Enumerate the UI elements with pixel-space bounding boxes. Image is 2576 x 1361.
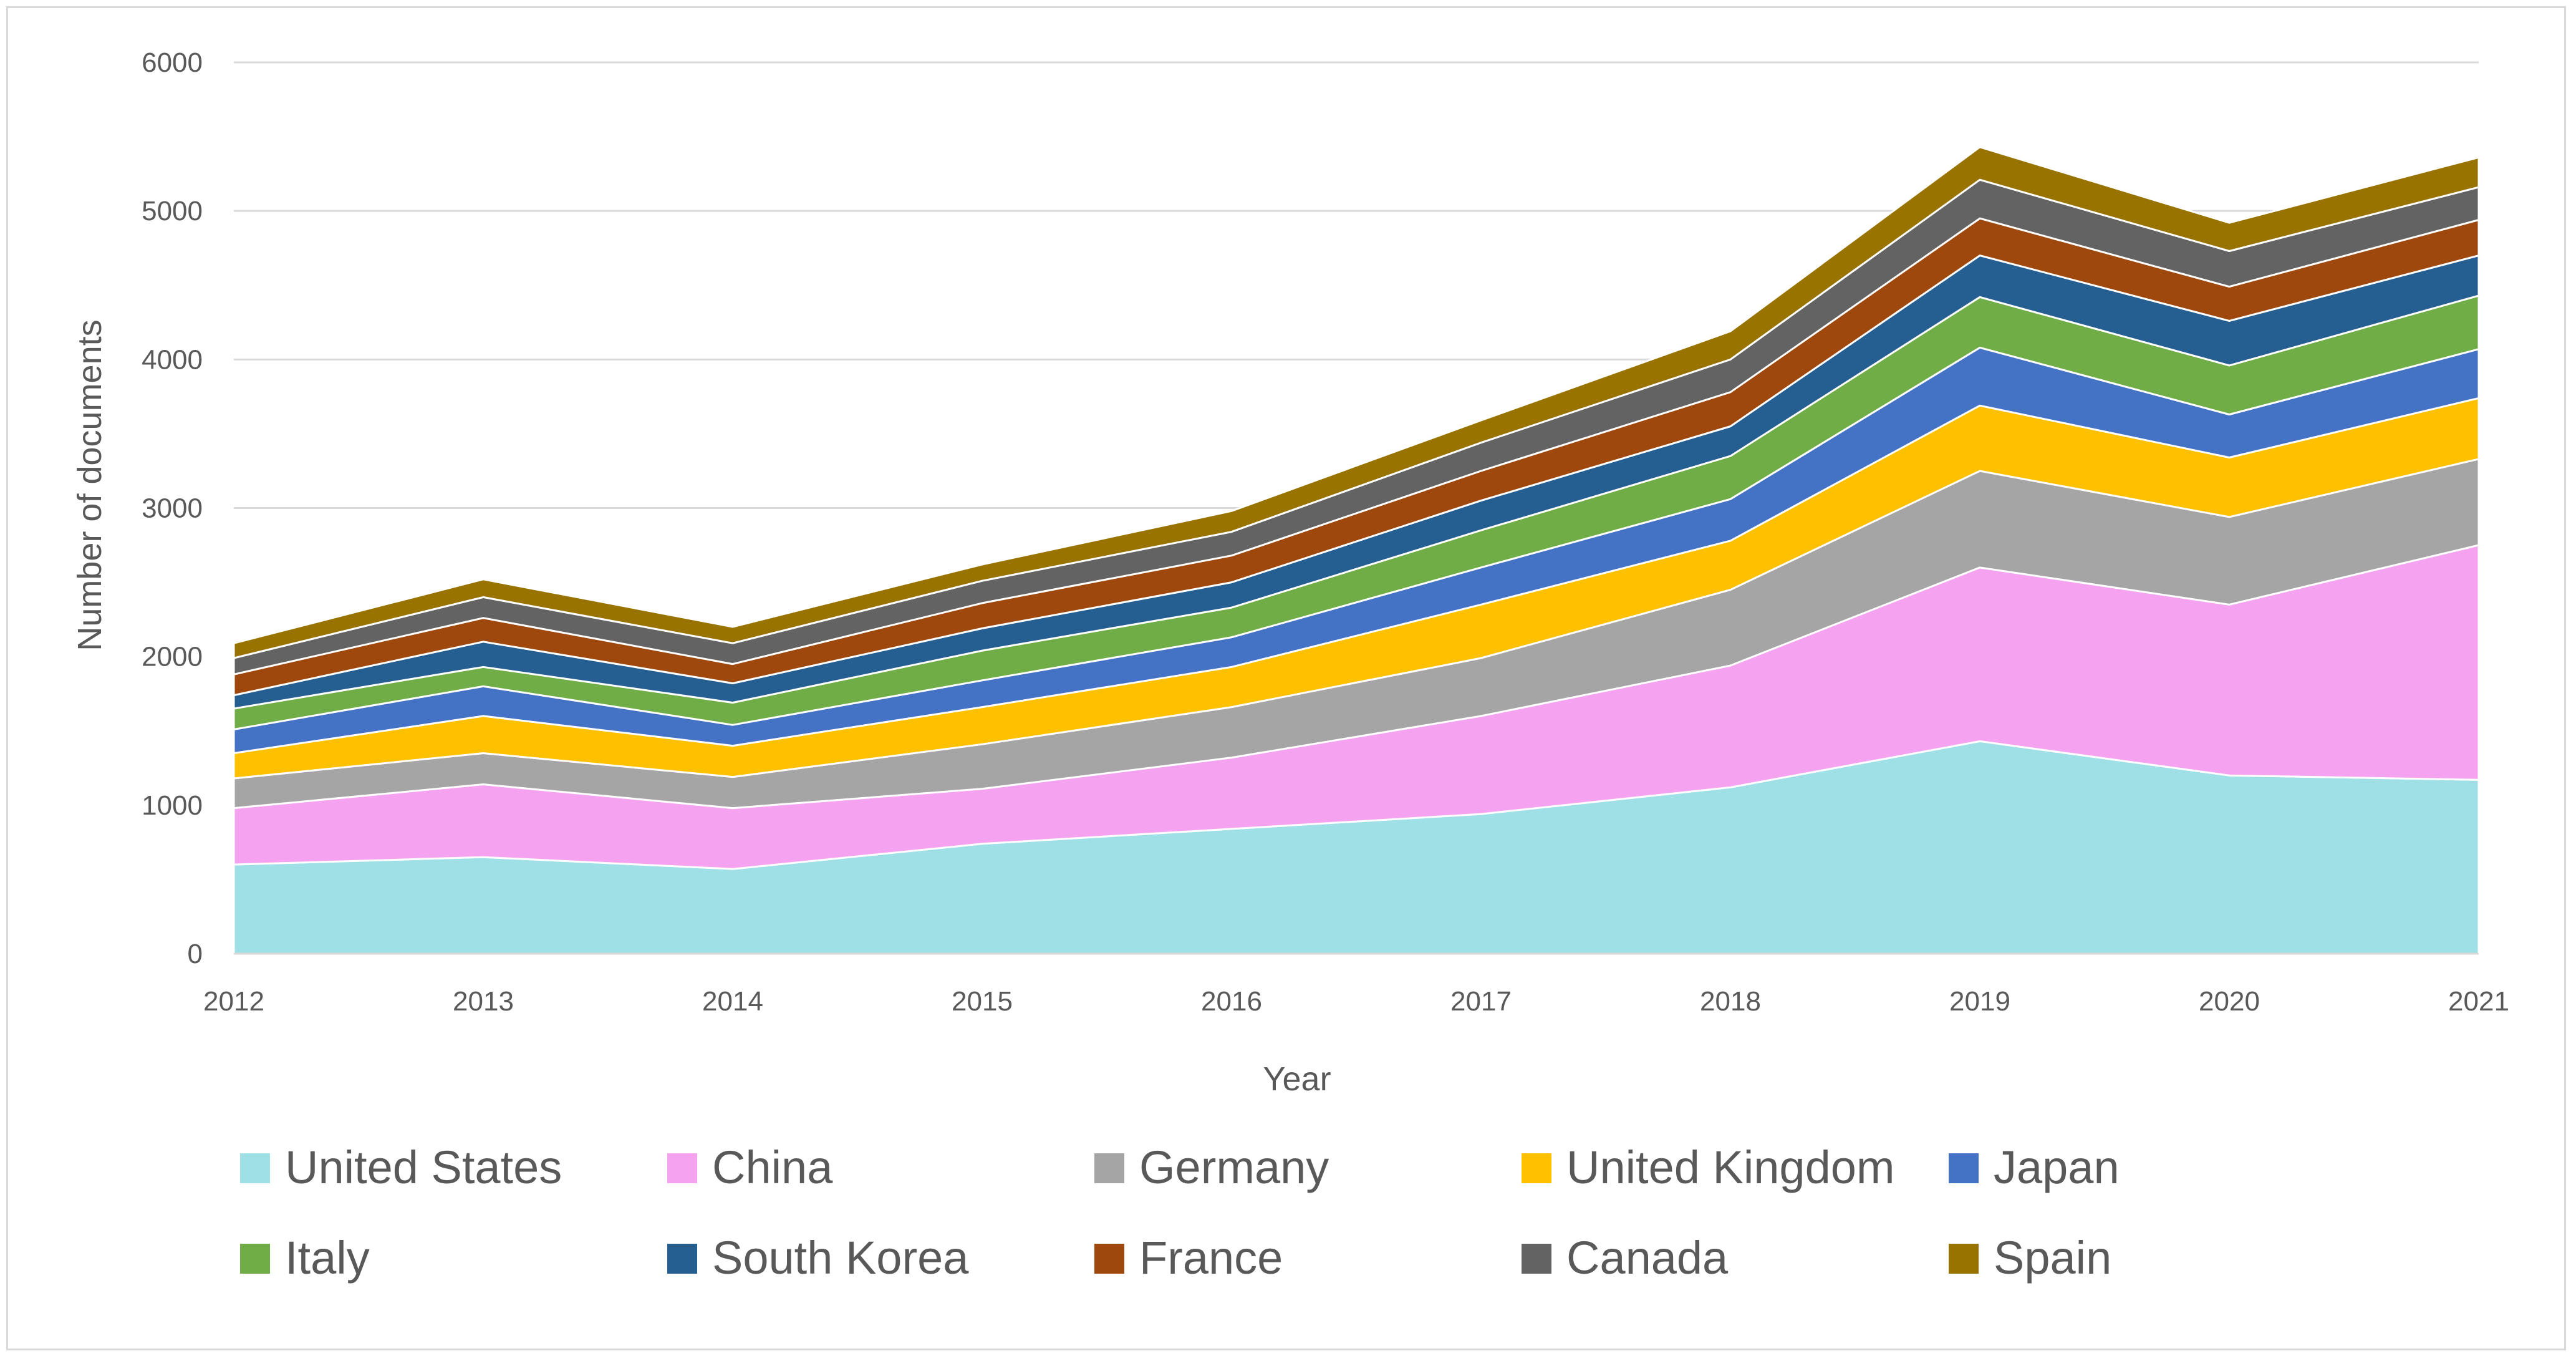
legend-label-germany: Germany [1139, 1141, 1329, 1193]
y-tick-label: 0 [188, 939, 203, 969]
legend-swatch-canada [1522, 1244, 1551, 1274]
y-tick-label: 6000 [142, 47, 203, 78]
y-tick-label: 1000 [142, 790, 203, 821]
x-tick-label: 2017 [1450, 986, 1512, 1017]
x-tick-label: 2015 [952, 986, 1013, 1017]
x-tick-labels: 2012 2013 2014 2015 2016 2017 2018 2019 2020 2021 [203, 986, 2509, 1017]
x-tick-label: 2013 [453, 986, 514, 1017]
legend-swatch-united-states [240, 1153, 270, 1183]
x-tick-label: 2014 [702, 986, 763, 1017]
x-tick-label: 2018 [1700, 986, 1761, 1017]
x-tick-label: 2019 [1949, 986, 2010, 1017]
area-spain [233, 146, 2480, 659]
legend-label-united-states: United States [285, 1141, 562, 1193]
legend-label-china: China [712, 1141, 833, 1193]
legend-swatch-south-korea [667, 1244, 697, 1274]
y-axis-title: Number of documents [71, 319, 109, 651]
legend-swatch-japan [1949, 1153, 1979, 1183]
legend-label-south-korea: South Korea [712, 1232, 969, 1284]
legend-label-france: France [1139, 1232, 1283, 1284]
legend-swatch-italy [240, 1244, 270, 1274]
legend-label-spain: Spain [1994, 1232, 2111, 1284]
y-tick-label: 5000 [142, 196, 203, 226]
legend-label-italy: Italy [285, 1232, 370, 1284]
legend-swatch-united-kingdom [1522, 1153, 1551, 1183]
legend: United States China Germany United Kingdom J… [240, 1141, 2120, 1284]
legend-label-japan: Japan [1994, 1141, 2120, 1193]
x-axis-title: Year [1263, 1060, 1331, 1098]
y-tick-labels: 0 1000 2000 3000 4000 5000 6000 [142, 47, 203, 969]
legend-swatch-china [667, 1153, 697, 1183]
legend-swatch-spain [1949, 1244, 1979, 1274]
legend-label-canada: Canada [1566, 1232, 1729, 1284]
legend-label-united-kingdom: United Kingdom [1566, 1141, 1895, 1193]
legend-swatch-germany [1094, 1153, 1124, 1183]
y-tick-label: 3000 [142, 493, 203, 524]
x-tick-label: 2016 [1201, 986, 1262, 1017]
y-tick-label: 4000 [142, 344, 203, 375]
x-tick-label: 2021 [2448, 986, 2509, 1017]
area-series [233, 146, 2480, 955]
legend-swatch-france [1094, 1244, 1124, 1274]
x-tick-label: 2020 [2199, 986, 2260, 1017]
x-tick-label: 2012 [203, 986, 264, 1017]
y-tick-label: 2000 [142, 642, 203, 672]
